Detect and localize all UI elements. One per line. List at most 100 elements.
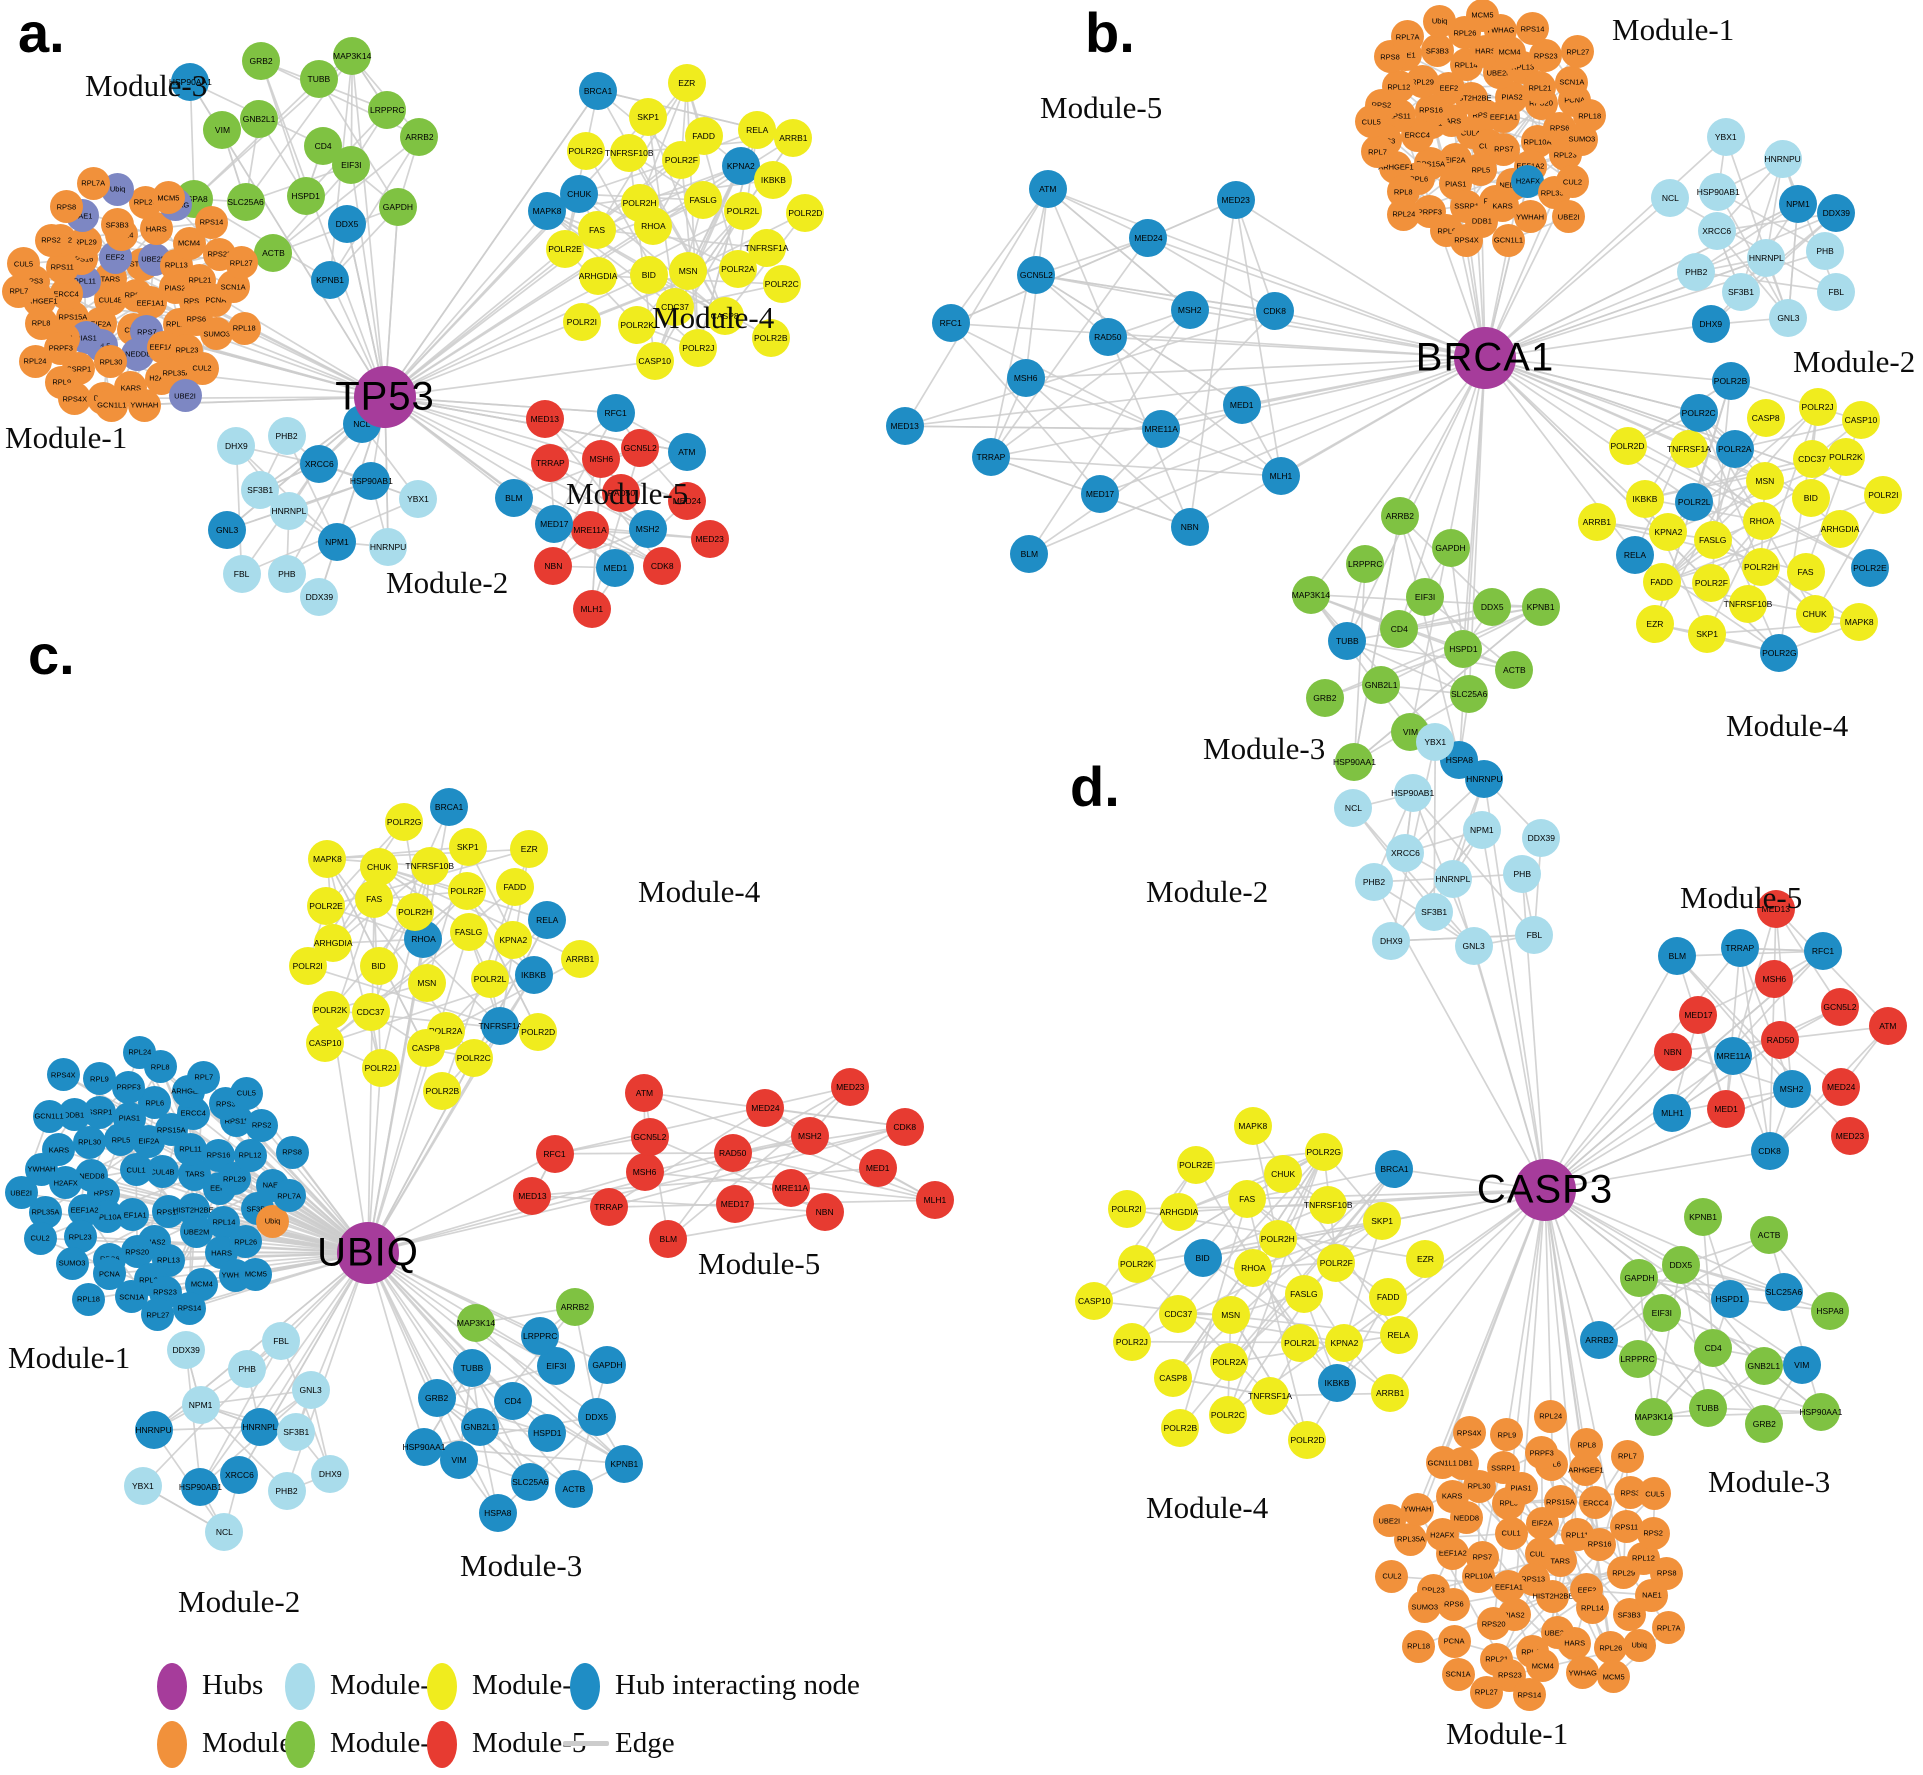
node-GCN5L2[interactable]: GCN5L2	[630, 1117, 669, 1156]
node-TNFRSF1A[interactable]: TNFRSF1A	[745, 229, 789, 268]
node-ARHGDIA[interactable]: ARHGDIA	[1821, 509, 1859, 548]
node-KPNB1[interactable]: KPNB1	[1684, 1197, 1722, 1236]
node-POLR2I[interactable]: POLR2I	[288, 947, 327, 986]
node-TNFRSF10B[interactable]: TNFRSF10B	[405, 847, 454, 886]
node-NBN[interactable]: NBN	[1170, 507, 1209, 546]
node-IKBKB[interactable]: IKBKB	[1625, 479, 1664, 518]
node-MAP3K14[interactable]: MAP3K14	[457, 1304, 495, 1343]
node-GAPDH[interactable]: GAPDH	[378, 187, 417, 226]
node-MED13[interactable]: MED13	[513, 1176, 552, 1215]
hub-node-UBIQ[interactable]: UBIQ	[317, 1222, 418, 1284]
node-MSH2[interactable]: MSH2	[628, 509, 667, 548]
node-KPNA2[interactable]: KPNA2	[494, 920, 533, 959]
node-POLR2L[interactable]: POLR2L	[1675, 482, 1714, 521]
node-FASLG[interactable]: FASLG	[449, 913, 488, 952]
node-RPL8[interactable]: RPL8	[24, 306, 58, 340]
node-CHUK[interactable]: CHUK	[1264, 1154, 1303, 1193]
node-SCN1A[interactable]: SCN1A	[1441, 1657, 1475, 1691]
node-POLR2F[interactable]: POLR2F	[1317, 1243, 1356, 1282]
node-Ubiq[interactable]: Ubiq	[1622, 1628, 1656, 1662]
node-FBL[interactable]: FBL	[1515, 915, 1554, 954]
node-FBL[interactable]: FBL	[222, 554, 261, 593]
node-RFC1[interactable]: RFC1	[1803, 932, 1842, 971]
node-GRB2[interactable]: GRB2	[242, 42, 281, 81]
node-MSH2[interactable]: MSH2	[1170, 290, 1209, 329]
node-SCN1A[interactable]: SCN1A	[1555, 65, 1589, 99]
node-ACTB[interactable]: ACTB	[1495, 650, 1534, 689]
node-PHB[interactable]: PHB	[1806, 232, 1845, 271]
node-HSPD1[interactable]: HSPD1	[1444, 629, 1483, 668]
node-DDX5[interactable]: DDX5	[577, 1397, 616, 1436]
node-SF3B1[interactable]: SF3B1	[277, 1412, 316, 1451]
node-UBE2I[interactable]: UBE2I	[4, 1176, 38, 1210]
node-MAP3K14[interactable]: MAP3K14	[1292, 575, 1330, 614]
node-RELA[interactable]: RELA	[1615, 535, 1654, 574]
node-SKP1[interactable]: SKP1	[448, 828, 487, 867]
node-GCN5L2[interactable]: GCN5L2	[1820, 987, 1859, 1026]
node-MAPK8[interactable]: MAPK8	[1840, 603, 1879, 641]
node-MED23[interactable]: MED23	[831, 1068, 870, 1107]
node-ARRB1[interactable]: ARRB1	[774, 118, 813, 157]
node-DHX9[interactable]: DHX9	[1372, 921, 1411, 960]
node-MSN[interactable]: MSN	[1211, 1295, 1250, 1334]
node-CDK8[interactable]: CDK8	[885, 1107, 924, 1146]
node-GAPDH[interactable]: GAPDH	[588, 1345, 627, 1384]
node-TRRAP[interactable]: TRRAP	[589, 1188, 628, 1227]
node-SSRP1[interactable]: SSRP1	[1486, 1451, 1520, 1485]
node-MLH1[interactable]: MLH1	[1653, 1093, 1692, 1132]
node-EIF3I[interactable]: EIF3I	[1406, 578, 1445, 617]
node-ARRB2[interactable]: ARRB2	[1380, 497, 1419, 536]
node-RELA[interactable]: RELA	[1379, 1315, 1418, 1354]
node-SLC25A6[interactable]: SLC25A6	[511, 1462, 550, 1501]
node-RPS2[interactable]: RPS2	[1636, 1516, 1670, 1550]
node-DDX5[interactable]: DDX5	[1661, 1245, 1700, 1284]
node-RPL27[interactable]: RPL27	[224, 246, 258, 280]
node-CUL1[interactable]: CUL1	[119, 1153, 153, 1187]
node-TUBB[interactable]: TUBB	[299, 60, 338, 99]
node-FASLG[interactable]: FASLG	[1693, 520, 1732, 559]
node-PHB2[interactable]: PHB2	[1677, 252, 1716, 291]
node-PRPF3[interactable]: PRPF3	[112, 1070, 146, 1104]
node-CDC37[interactable]: CDC37	[1793, 439, 1832, 478]
node-CDK8[interactable]: CDK8	[1255, 292, 1294, 331]
node-KPNA2[interactable]: KPNA2	[1325, 1323, 1364, 1362]
node-HARS[interactable]: HARS	[1558, 1626, 1592, 1660]
node-PHB[interactable]: PHB	[267, 554, 306, 593]
node-PCNA[interactable]: PCNA	[1437, 1624, 1471, 1658]
node-MCM5[interactable]: MCM5	[1465, 0, 1499, 32]
node-POLR2C[interactable]: POLR2C	[454, 1038, 493, 1077]
node-POLR2I[interactable]: POLR2I	[1107, 1189, 1146, 1228]
node-MSN[interactable]: MSN	[407, 964, 446, 1003]
node-RPL24[interactable]: RPL24	[1534, 1399, 1568, 1433]
node-ARRB2[interactable]: ARRB2	[555, 1288, 594, 1327]
node-DHX9[interactable]: DHX9	[1691, 305, 1730, 344]
node-RAD50[interactable]: RAD50	[1088, 318, 1127, 357]
node-RFC1[interactable]: RFC1	[535, 1134, 574, 1173]
node-POLR2K[interactable]: POLR2K	[618, 305, 657, 344]
node-SF3B3[interactable]: SF3B3	[100, 208, 134, 242]
node-HSP90AB1[interactable]: HSP90AB1	[350, 461, 393, 500]
node-RPS15A[interactable]: RPS15A	[1543, 1485, 1577, 1519]
node-PHB2[interactable]: PHB2	[1354, 863, 1393, 902]
node-POLR2J[interactable]: POLR2J	[361, 1049, 400, 1088]
node-TUBB[interactable]: TUBB	[1328, 621, 1367, 660]
node-GNB2L1[interactable]: GNB2L1	[1744, 1346, 1783, 1385]
node-XRCC6[interactable]: XRCC6	[300, 444, 339, 483]
node-MSH6[interactable]: MSH6	[1755, 959, 1794, 998]
node-POLR2F[interactable]: POLR2F	[447, 872, 486, 911]
node-MAPK8[interactable]: MAPK8	[1233, 1106, 1272, 1145]
node-H2AFX[interactable]: H2AFX	[1425, 1518, 1459, 1552]
node-CDK8[interactable]: CDK8	[1750, 1132, 1789, 1171]
node-RPS2[interactable]: RPS2	[245, 1108, 279, 1142]
node-MED23[interactable]: MED23	[1830, 1116, 1869, 1155]
node-Ubiq[interactable]: Ubiq	[1423, 4, 1457, 38]
node-CUL5[interactable]: CUL5	[1354, 105, 1388, 139]
node-RPL7[interactable]: RPL7	[187, 1060, 221, 1094]
node-IKBKB[interactable]: IKBKB	[754, 160, 793, 199]
node-RPL9[interactable]: RPL9	[82, 1062, 116, 1096]
node-GCN1L1[interactable]: GCN1L1	[1425, 1446, 1459, 1480]
node-EIF3I[interactable]: EIF3I	[1642, 1293, 1681, 1332]
node-XRCC6[interactable]: XRCC6	[1697, 212, 1736, 251]
node-SLC25A6[interactable]: SLC25A6	[226, 183, 265, 222]
node-KPNB1[interactable]: KPNB1	[605, 1444, 644, 1483]
